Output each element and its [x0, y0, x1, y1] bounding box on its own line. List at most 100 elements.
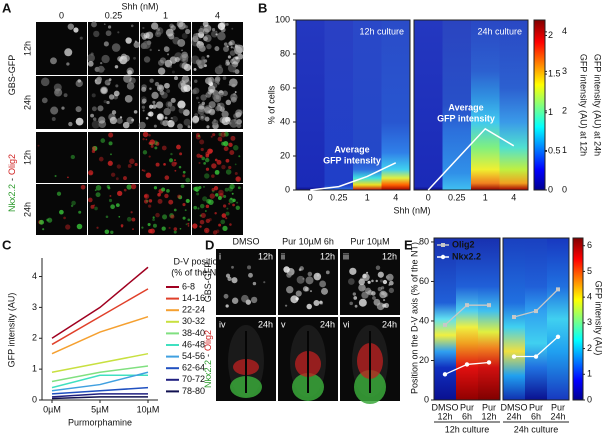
- numeral: v: [281, 319, 286, 329]
- texture: [103, 99, 107, 104]
- x-tick-label: Pur: [529, 402, 543, 412]
- texture: [203, 162, 207, 165]
- texture: [183, 84, 191, 92]
- texture: [208, 101, 216, 109]
- texture: [208, 218, 212, 222]
- texture: [198, 28, 205, 34]
- texture: [181, 62, 189, 70]
- axes: [41, 258, 158, 401]
- texture: [90, 52, 94, 56]
- texture: [180, 184, 185, 189]
- texture: [70, 204, 74, 208]
- texture: [232, 58, 240, 65]
- texture: [234, 171, 238, 175]
- texture: [195, 59, 202, 65]
- texture: [252, 281, 257, 286]
- texture: [103, 68, 106, 70]
- texture: [212, 230, 218, 235]
- texture: [234, 43, 237, 46]
- texture: [217, 22, 226, 30]
- x-tick-label: 4: [511, 192, 516, 202]
- texture: [87, 54, 95, 62]
- texture: [230, 96, 237, 103]
- series-line: [51, 371, 149, 392]
- texture: [153, 124, 157, 128]
- texture: [103, 41, 109, 47]
- texture: [313, 299, 320, 307]
- colorbar-label: GFP intensity (AU) at 12h: [579, 54, 589, 156]
- annotation: GFP intensity: [323, 155, 381, 165]
- texture: [230, 46, 233, 49]
- texture: [91, 93, 96, 98]
- texture: [94, 206, 98, 211]
- texture: [75, 79, 83, 88]
- texture: [123, 74, 132, 83]
- texture: [196, 153, 201, 158]
- texture: [158, 49, 160, 52]
- texture: [233, 145, 239, 151]
- texture: [199, 37, 202, 40]
- texture: [171, 116, 178, 123]
- texture: [155, 27, 164, 35]
- texture: [349, 301, 353, 306]
- texture: [169, 23, 174, 28]
- row-group-label-part: GBS-GFP: [7, 55, 17, 96]
- texture: [205, 230, 208, 232]
- texture: [199, 225, 202, 228]
- texture: [358, 283, 366, 292]
- texture: [183, 118, 191, 126]
- texture: [164, 193, 169, 199]
- texture: [224, 187, 229, 192]
- row-label-part: GBS-GFP: [203, 262, 213, 303]
- texture: [228, 83, 231, 86]
- texture: [202, 28, 210, 35]
- texture: [157, 28, 161, 31]
- texture: [229, 150, 235, 156]
- marker: [465, 303, 469, 308]
- texture: [193, 67, 197, 71]
- texture: [208, 199, 214, 205]
- texture: [185, 177, 191, 183]
- texture: [151, 22, 159, 30]
- texture: [170, 214, 175, 219]
- texture: [354, 304, 358, 308]
- texture: [212, 92, 221, 101]
- marker: [556, 287, 560, 292]
- texture: [309, 290, 312, 293]
- texture: [302, 277, 305, 280]
- texture: [73, 27, 79, 33]
- texture: [53, 83, 62, 92]
- colorbar-tick-label: 1: [587, 369, 592, 379]
- texture: [197, 207, 200, 210]
- texture: [290, 295, 299, 304]
- texture: [215, 105, 221, 112]
- texture: [37, 144, 40, 147]
- y-axis-label: % of cells: [266, 85, 276, 124]
- legend-entry: 6-8: [182, 281, 195, 291]
- texture: [145, 199, 149, 203]
- micrograph: [88, 184, 139, 235]
- texture: [116, 164, 122, 169]
- texture: [91, 146, 97, 151]
- texture: [178, 107, 185, 114]
- texture: [225, 217, 228, 220]
- series-line: [51, 396, 148, 400]
- texture: [170, 117, 173, 120]
- texture: [169, 105, 176, 112]
- texture: [193, 205, 198, 210]
- texture: [201, 59, 204, 62]
- texture: [78, 210, 82, 214]
- texture: [223, 204, 227, 208]
- texture: [319, 300, 322, 304]
- panel-label: D: [205, 237, 214, 252]
- texture: [155, 101, 164, 109]
- texture: [235, 111, 242, 118]
- texture: [236, 118, 242, 125]
- texture: [166, 188, 170, 193]
- texture: [50, 106, 59, 115]
- marker: [442, 372, 448, 377]
- texture: [157, 198, 163, 204]
- texture: [167, 106, 170, 108]
- texture: [174, 169, 177, 172]
- texture: [204, 116, 210, 122]
